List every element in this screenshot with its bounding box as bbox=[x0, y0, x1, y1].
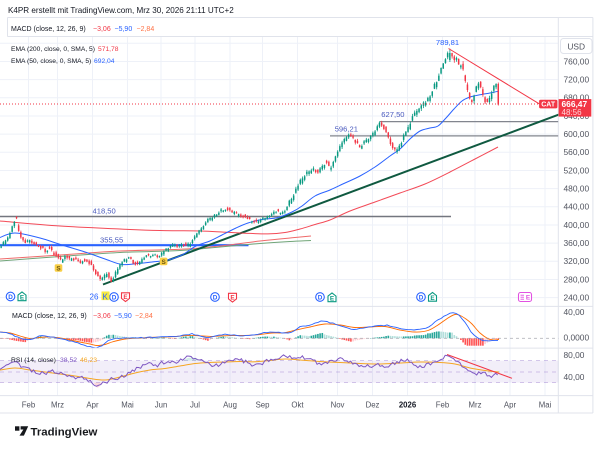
svg-text:−5,90: −5,90 bbox=[114, 313, 132, 320]
svg-text:Dez: Dez bbox=[366, 401, 380, 410]
svg-text:S: S bbox=[161, 259, 166, 266]
svg-text:D: D bbox=[213, 294, 218, 301]
svg-text:789,81: 789,81 bbox=[436, 38, 459, 47]
svg-text:0,0000: 0,0000 bbox=[564, 333, 590, 343]
svg-text:Okt: Okt bbox=[291, 401, 304, 410]
svg-text:46,23: 46,23 bbox=[80, 357, 97, 364]
svg-text:40,00: 40,00 bbox=[564, 372, 585, 382]
svg-text:E: E bbox=[123, 294, 128, 301]
svg-text:S: S bbox=[56, 266, 61, 273]
svg-text:E: E bbox=[230, 295, 235, 302]
svg-text:Aug: Aug bbox=[223, 401, 237, 410]
svg-text:RSI (14, close): RSI (14, close) bbox=[11, 357, 56, 364]
svg-text:360,00: 360,00 bbox=[564, 238, 590, 248]
svg-text:D: D bbox=[112, 294, 117, 301]
svg-text:627,50: 627,50 bbox=[381, 110, 404, 119]
svg-text:Mrz: Mrz bbox=[469, 401, 482, 410]
svg-text:CAT: CAT bbox=[541, 102, 556, 109]
svg-text:TradingView: TradingView bbox=[31, 427, 98, 439]
svg-text:Feb: Feb bbox=[22, 401, 36, 410]
svg-text:−3,06: −3,06 bbox=[93, 26, 111, 33]
svg-text:D: D bbox=[8, 294, 13, 301]
svg-text:400,00: 400,00 bbox=[564, 220, 590, 230]
svg-text:720,00: 720,00 bbox=[564, 74, 590, 84]
svg-text:2026: 2026 bbox=[399, 401, 417, 410]
svg-text:D: D bbox=[419, 294, 424, 301]
svg-text:E: E bbox=[430, 295, 435, 302]
svg-text:440,00: 440,00 bbox=[564, 202, 590, 212]
svg-text:−2,84: −2,84 bbox=[135, 313, 153, 320]
svg-text:40,00: 40,00 bbox=[564, 307, 585, 317]
svg-text:Sep: Sep bbox=[256, 401, 271, 410]
svg-text:−5,90: −5,90 bbox=[115, 26, 133, 33]
svg-text:Jun: Jun bbox=[155, 401, 168, 410]
svg-text:Jul: Jul bbox=[190, 401, 200, 410]
svg-text:MACD (close, 12, 26, 9): MACD (close, 12, 26, 9) bbox=[12, 313, 87, 320]
svg-text:E: E bbox=[20, 295, 25, 302]
svg-text:−2,84: −2,84 bbox=[137, 26, 155, 33]
svg-text:E: E bbox=[330, 296, 335, 303]
svg-text:D: D bbox=[318, 294, 323, 301]
svg-text:Mai: Mai bbox=[121, 401, 134, 410]
svg-text:Feb: Feb bbox=[436, 401, 450, 410]
svg-text:K4PR erstellt mit TradingView.: K4PR erstellt mit TradingView.com, Mrz 3… bbox=[8, 6, 234, 15]
svg-text:355,55: 355,55 bbox=[100, 236, 123, 245]
svg-text:Apr: Apr bbox=[86, 401, 99, 410]
svg-text:760,00: 760,00 bbox=[564, 56, 590, 66]
svg-text:Nov: Nov bbox=[331, 401, 345, 410]
svg-text:596,21: 596,21 bbox=[335, 125, 358, 134]
svg-text:26: 26 bbox=[90, 293, 99, 302]
svg-text:USD: USD bbox=[567, 42, 585, 52]
svg-text:MACD (close, 12, 26, 9): MACD (close, 12, 26, 9) bbox=[11, 26, 86, 33]
svg-text:320,00: 320,00 bbox=[564, 256, 590, 266]
svg-text:240,00: 240,00 bbox=[564, 292, 590, 302]
svg-text:K: K bbox=[103, 293, 109, 302]
svg-text:EMA (50, close, 0, SMA, 5): EMA (50, close, 0, SMA, 5) bbox=[11, 58, 91, 65]
svg-text:80,00: 80,00 bbox=[564, 350, 585, 360]
svg-text:48:56: 48:56 bbox=[562, 108, 583, 117]
svg-text:280,00: 280,00 bbox=[564, 274, 590, 284]
svg-text:38,52: 38,52 bbox=[60, 357, 77, 364]
svg-text:Apr: Apr bbox=[504, 401, 517, 410]
svg-text:E: E bbox=[526, 295, 531, 302]
svg-text:−3,06: −3,06 bbox=[93, 313, 111, 320]
svg-text:Mai: Mai bbox=[539, 401, 552, 410]
svg-text:600,00: 600,00 bbox=[564, 129, 590, 139]
svg-text:EMA (200, close, 0, SMA, 5): EMA (200, close, 0, SMA, 5) bbox=[11, 46, 95, 53]
svg-text:480,00: 480,00 bbox=[564, 183, 590, 193]
svg-text:Mrz: Mrz bbox=[51, 401, 64, 410]
svg-text:571,78: 571,78 bbox=[98, 46, 119, 53]
svg-text:418,50: 418,50 bbox=[93, 207, 116, 216]
svg-text:520,00: 520,00 bbox=[564, 165, 590, 175]
svg-text:560,00: 560,00 bbox=[564, 147, 590, 157]
svg-text:692,04: 692,04 bbox=[94, 58, 115, 65]
